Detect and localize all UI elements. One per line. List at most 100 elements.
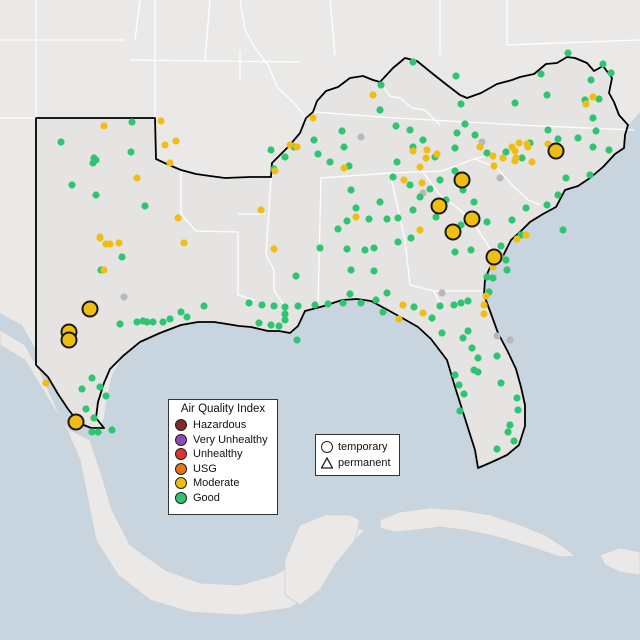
monitor-good[interactable] [493, 445, 501, 453]
monitor-moderate[interactable] [524, 143, 532, 151]
monitor-good[interactable] [522, 204, 530, 212]
monitor-good[interactable] [376, 198, 384, 206]
monitor-good[interactable] [493, 352, 501, 360]
monitor-good[interactable] [183, 313, 191, 321]
monitor-moderate[interactable] [476, 143, 484, 151]
monitor-moderate[interactable] [133, 174, 141, 182]
monitor-good[interactable] [92, 191, 100, 199]
monitor-good[interactable] [607, 69, 615, 77]
monitor-good[interactable] [347, 186, 355, 194]
monitor-good[interactable] [370, 267, 378, 275]
monitor-good[interactable] [245, 299, 253, 307]
monitor-good[interactable] [457, 100, 465, 108]
monitor-good[interactable] [357, 299, 365, 307]
monitor-good[interactable] [504, 428, 512, 436]
monitor-good[interactable] [461, 120, 469, 128]
monitor-good[interactable] [483, 149, 491, 157]
monitor-good[interactable] [293, 336, 301, 344]
monitor-moderate[interactable] [257, 206, 265, 214]
monitor-good[interactable] [409, 58, 417, 66]
monitor-good[interactable] [379, 308, 387, 316]
monitor-good[interactable] [347, 266, 355, 274]
monitor-good[interactable] [352, 204, 360, 212]
monitor-no-data[interactable] [496, 174, 504, 182]
monitor-moderate[interactable] [528, 158, 536, 166]
monitor-good[interactable] [470, 198, 478, 206]
monitor-good[interactable] [267, 321, 275, 329]
monitor-good[interactable] [474, 368, 482, 376]
monitor-good[interactable] [88, 428, 96, 436]
monitor-no-data[interactable] [506, 336, 514, 344]
monitor-moderate[interactable] [480, 301, 488, 309]
monitor-good[interactable] [339, 299, 347, 307]
monitor-temporary-moderate[interactable] [430, 197, 448, 215]
monitor-moderate[interactable] [395, 315, 403, 323]
monitor-good[interactable] [78, 385, 86, 393]
monitor-good[interactable] [497, 379, 505, 387]
monitor-good[interactable] [370, 244, 378, 252]
monitor-moderate[interactable] [42, 379, 50, 387]
monitor-good[interactable] [589, 143, 597, 151]
monitor-good[interactable] [94, 428, 102, 436]
monitor-good[interactable] [605, 146, 613, 154]
monitor-moderate[interactable] [490, 162, 498, 170]
monitor-no-data[interactable] [493, 332, 501, 340]
monitor-moderate[interactable] [400, 176, 408, 184]
monitor-temporary-moderate[interactable] [444, 223, 462, 241]
monitor-good[interactable] [200, 302, 208, 310]
monitor-good[interactable] [365, 215, 373, 223]
monitor-moderate[interactable] [106, 240, 114, 248]
monitor-good[interactable] [275, 322, 283, 330]
monitor-temporary-moderate[interactable] [485, 248, 503, 266]
monitor-good[interactable] [468, 344, 476, 352]
monitor-good[interactable] [88, 374, 96, 382]
monitor-good[interactable] [128, 118, 136, 126]
monitor-good[interactable] [514, 406, 522, 414]
monitor-moderate[interactable] [100, 122, 108, 130]
monitor-good[interactable] [432, 213, 440, 221]
monitor-good[interactable] [116, 320, 124, 328]
monitor-good[interactable] [343, 245, 351, 253]
monitor-good[interactable] [392, 122, 400, 130]
monitor-good[interactable] [502, 256, 510, 264]
monitor-moderate[interactable] [482, 292, 490, 300]
monitor-moderate[interactable] [589, 93, 597, 101]
monitor-good[interactable] [497, 242, 505, 250]
monitor-good[interactable] [372, 296, 380, 304]
monitor-good[interactable] [508, 216, 516, 224]
monitor-moderate[interactable] [96, 234, 104, 242]
monitor-good[interactable] [376, 106, 384, 114]
monitor-good[interactable] [544, 126, 552, 134]
monitor-moderate[interactable] [174, 214, 182, 222]
monitor-moderate[interactable] [515, 139, 523, 147]
monitor-good[interactable] [340, 143, 348, 151]
monitor-moderate[interactable] [340, 164, 348, 172]
monitor-good[interactable] [455, 381, 463, 389]
monitor-good[interactable] [410, 303, 418, 311]
monitor-good[interactable] [518, 154, 526, 162]
monitor-good[interactable] [310, 136, 318, 144]
monitor-moderate[interactable] [419, 309, 427, 317]
monitor-good[interactable] [599, 60, 607, 68]
monitor-moderate[interactable] [422, 154, 430, 162]
monitor-good[interactable] [489, 274, 497, 282]
monitor-good[interactable] [281, 303, 289, 311]
monitor-good[interactable] [311, 301, 319, 309]
monitor-good[interactable] [467, 246, 475, 254]
monitor-good[interactable] [294, 302, 302, 310]
monitor-temporary-moderate[interactable] [60, 331, 78, 349]
monitor-good[interactable] [57, 138, 65, 146]
monitor-good[interactable] [502, 148, 510, 156]
monitor-good[interactable] [96, 383, 104, 391]
monitor-good[interactable] [428, 314, 436, 322]
monitor-good[interactable] [471, 131, 479, 139]
monitor-good[interactable] [595, 95, 603, 103]
monitor-good[interactable] [436, 302, 444, 310]
monitor-moderate[interactable] [416, 163, 424, 171]
monitor-good[interactable] [474, 354, 482, 362]
monitor-good[interactable] [459, 334, 467, 342]
monitor-good[interactable] [554, 191, 562, 199]
monitor-temporary-moderate[interactable] [547, 142, 565, 160]
monitor-moderate[interactable] [489, 152, 497, 160]
monitor-good[interactable] [281, 316, 289, 324]
